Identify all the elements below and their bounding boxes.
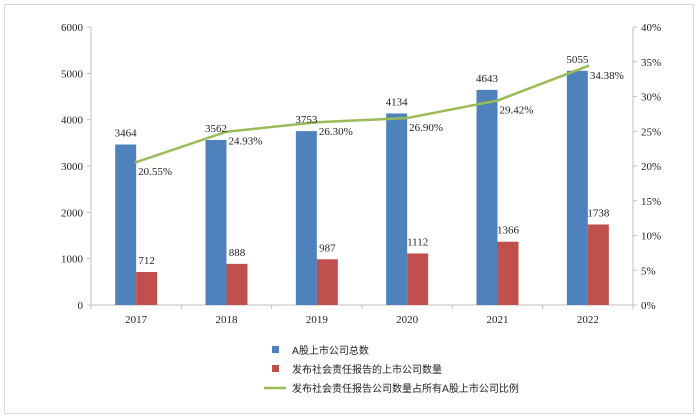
line-point [225, 130, 228, 134]
bar [136, 272, 158, 305]
y-right-tick-label: 35% [641, 57, 661, 69]
bar-data-label: 4643 [476, 73, 499, 85]
legend-label: A股上市公司总数 [292, 344, 369, 357]
bar [587, 224, 609, 305]
line-data-label: 24.93% [229, 136, 263, 148]
bar [566, 70, 588, 305]
bar-data-label: 3562 [205, 123, 227, 135]
y-left-tick-label: 5000 [61, 68, 84, 80]
y-right-tick-label: 10% [641, 231, 661, 243]
bar [226, 263, 248, 305]
y-left-tick-label: 0 [78, 300, 84, 312]
x-tick-label: 2019 [306, 314, 329, 326]
legend-swatch [272, 365, 279, 372]
x-tick-label: 2018 [216, 314, 239, 326]
line-point [586, 64, 590, 68]
y-left-tick-label: 4000 [61, 115, 84, 127]
legend-label: 发布社会责任报告的上市公司数量 [292, 363, 442, 376]
chart-bars [115, 70, 609, 306]
y-left-tick-label: 1000 [61, 254, 84, 266]
y-right-tick-label: 5% [641, 265, 656, 277]
bar-data-label: 4134 [386, 96, 409, 108]
line-point [134, 160, 138, 164]
line-data-label: 20.55% [138, 166, 172, 178]
line-point [315, 120, 319, 124]
y-left-tick-label: 6000 [61, 22, 84, 34]
y-right-tick-label: 30% [641, 92, 661, 104]
bar [205, 139, 227, 305]
y-right-tick-label: 0% [641, 300, 656, 312]
bar-data-label: 1738 [587, 207, 610, 219]
chart-data-labels: 3464 3562 3753 4134 4643 5055 712 888 987 1112 136… [115, 54, 624, 267]
legend-swatch [272, 346, 279, 353]
bar-data-label: 712 [138, 255, 155, 267]
bar [316, 259, 338, 305]
bar-data-label: 3753 [295, 114, 318, 126]
line-data-label: 26.30% [319, 126, 353, 138]
chart-axes: 0 1000 2000 3000 4000 5000 6000 0% 5% 10% 15% 20% 25… [61, 22, 661, 326]
y-right-tick-label: 20% [641, 161, 661, 173]
bar-data-label: 888 [229, 247, 246, 259]
chart-line [134, 64, 590, 164]
x-tick-label: 2022 [577, 314, 599, 326]
x-tick-label: 2017 [125, 314, 148, 326]
bar [476, 89, 498, 306]
line-data-label: 29.42% [500, 105, 534, 117]
line-point [496, 99, 499, 103]
y-right-tick-label: 40% [641, 22, 661, 34]
bar-data-label: 1366 [497, 225, 520, 237]
y-left-tick-label: 3000 [61, 161, 84, 173]
bar [497, 241, 519, 305]
bar-data-label: 5055 [566, 54, 589, 66]
bar-data-label: 987 [319, 242, 336, 254]
x-tick-label: 2021 [487, 314, 509, 326]
bar [407, 253, 429, 305]
bar [115, 144, 137, 305]
chart-legend: A股上市公司总数发布社会责任报告的上市公司数量发布社会责任报告公司数量占所有A股… [264, 344, 519, 395]
bar [386, 113, 408, 305]
ratio-line [135, 64, 589, 164]
line-data-label: 34.38% [590, 70, 624, 82]
legend-label: 发布社会责任报告公司数量占所有A股上市公司比例 [292, 382, 519, 395]
bar-data-label: 3464 [115, 128, 138, 140]
line-data-label: 26.90% [409, 122, 443, 134]
bar-data-label: 1112 [407, 236, 428, 248]
y-right-tick-label: 15% [641, 196, 661, 208]
line-point [405, 116, 409, 120]
y-left-tick-label: 2000 [61, 207, 84, 219]
y-right-tick-label: 25% [641, 126, 661, 138]
x-tick-label: 2020 [396, 314, 419, 326]
bar [295, 131, 317, 305]
